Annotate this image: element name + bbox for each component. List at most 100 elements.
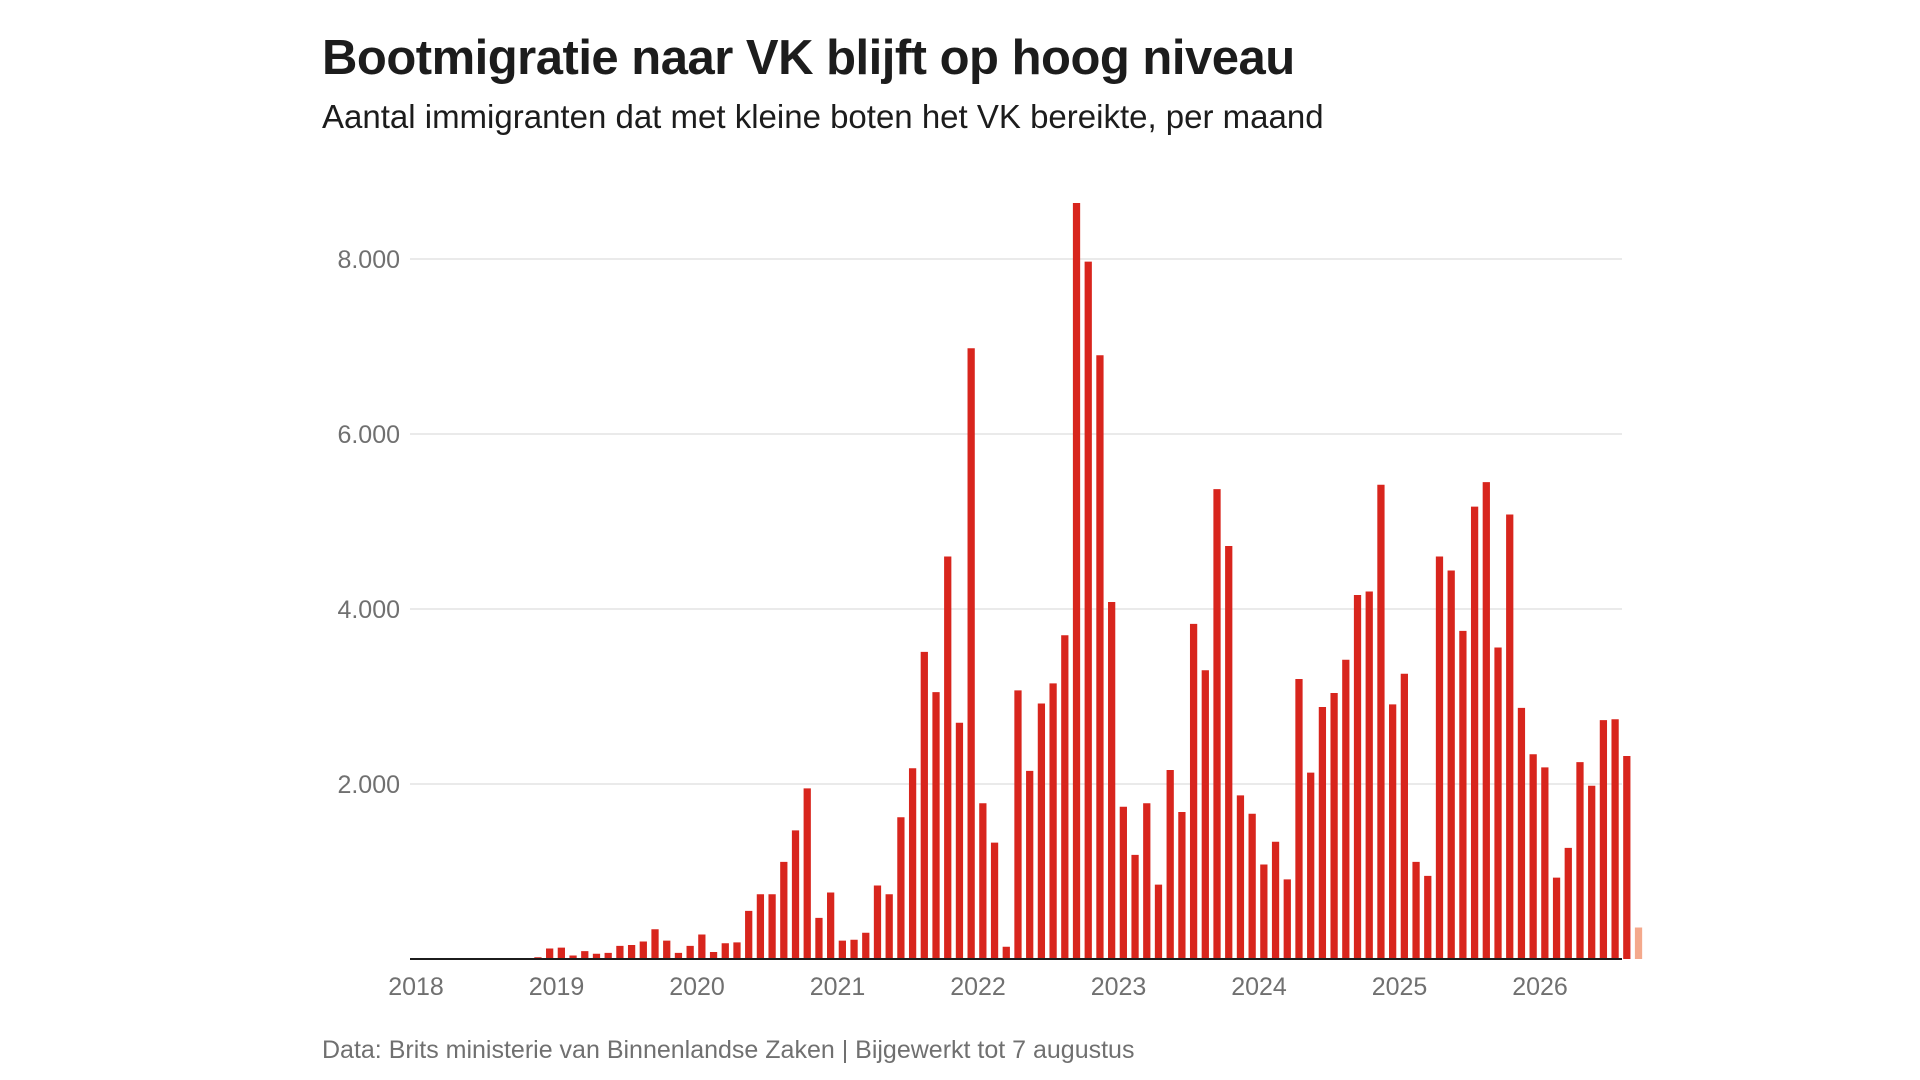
- bar: [627, 945, 636, 959]
- bar: [1295, 679, 1303, 959]
- chart-title: Bootmigratie naar VK blijft op hoog nive…: [322, 31, 1295, 85]
- bar: [1482, 482, 1490, 959]
- x-tick-label: 2022: [950, 973, 1006, 1001]
- bar: [1248, 813, 1256, 959]
- bar: [1026, 770, 1034, 960]
- bar: [604, 952, 612, 960]
- bar: [1108, 602, 1116, 959]
- bar: [979, 803, 987, 959]
- bar: [1377, 484, 1385, 959]
- bar: [1599, 720, 1608, 959]
- bar: [1072, 203, 1081, 959]
- bar: [990, 842, 999, 959]
- bar: [838, 940, 846, 960]
- bar: [651, 929, 659, 959]
- bar: [1470, 506, 1479, 959]
- bar: [1225, 546, 1233, 959]
- y-tick-label: 8.000: [337, 246, 400, 274]
- bar: [546, 948, 554, 959]
- bar: [1119, 806, 1127, 959]
- bar: [827, 892, 835, 959]
- bar: [885, 894, 893, 959]
- bar: [1037, 703, 1046, 959]
- bar: [733, 942, 741, 960]
- bar: [1271, 841, 1280, 959]
- bar: [955, 722, 964, 959]
- bar: [932, 692, 940, 960]
- bar: [1143, 803, 1151, 959]
- bar: [674, 952, 683, 960]
- bar: [1435, 556, 1444, 959]
- bar: [1189, 623, 1198, 960]
- bar: [569, 955, 577, 959]
- x-tick-label: 2023: [1091, 973, 1147, 1001]
- bar: [709, 952, 718, 959]
- bar: [1213, 489, 1221, 959]
- y-axis-labels: 2.000 4.000 6.000 8.000: [337, 246, 400, 799]
- bar: [1365, 591, 1373, 959]
- bar: [1506, 514, 1514, 959]
- bar: [721, 943, 729, 959]
- y-tick-label: 6.000: [337, 421, 400, 449]
- bar: [686, 945, 694, 960]
- y-tick-label: 4.000: [337, 596, 400, 624]
- x-tick-label: 2021: [810, 973, 866, 1001]
- bar: [1318, 707, 1327, 959]
- bar: [1049, 683, 1057, 960]
- bar: [897, 817, 905, 959]
- bar: [1330, 693, 1338, 959]
- bar: [1552, 877, 1561, 960]
- bar: [1424, 875, 1432, 960]
- bar-partial-month: [1634, 927, 1643, 959]
- source-note: Data: Brits ministerie van Binnenlandse …: [322, 1036, 1135, 1064]
- bar: [1400, 673, 1408, 959]
- x-axis-labels: 2018 2019 2020 2021 2022 2023 2024 2025 2026: [388, 973, 1568, 1001]
- bar: [1084, 261, 1092, 960]
- bar: [698, 934, 706, 959]
- bar: [1494, 647, 1502, 959]
- bar: [815, 917, 823, 960]
- x-tick-label: 2026: [1512, 973, 1568, 1001]
- bar: [1353, 595, 1362, 959]
- bar: [920, 651, 928, 960]
- bar: [1412, 861, 1420, 960]
- bar: [1529, 754, 1537, 959]
- bar: [862, 932, 870, 959]
- bar: [756, 894, 765, 959]
- y-tick-label: 2.000: [337, 771, 400, 799]
- bar: [1061, 635, 1069, 959]
- bar: [780, 861, 788, 960]
- bar: [1459, 630, 1467, 960]
- bar: [908, 768, 917, 959]
- bar: [1002, 946, 1010, 959]
- bar: [1260, 864, 1268, 959]
- bar: [557, 947, 565, 960]
- bar: [791, 830, 800, 960]
- bar: [1201, 670, 1209, 959]
- bar: [850, 939, 858, 959]
- bar: [1096, 355, 1104, 959]
- bar: [1166, 770, 1174, 959]
- bar: [1517, 707, 1526, 959]
- x-tick-label: 2025: [1372, 973, 1428, 1001]
- bar: [1447, 570, 1455, 959]
- bar: [768, 894, 776, 959]
- bar: [1541, 767, 1549, 960]
- bar: [592, 953, 601, 959]
- bar: [873, 885, 882, 959]
- bar: [745, 910, 753, 960]
- bar: [1588, 785, 1596, 959]
- bars: [534, 203, 1643, 960]
- bar: [803, 788, 811, 960]
- bar: [639, 941, 647, 959]
- x-tick-label: 2019: [529, 973, 585, 1001]
- bar: [1576, 762, 1584, 960]
- bar: [967, 348, 975, 959]
- x-tick-label: 2020: [669, 973, 725, 1001]
- bar: [1178, 812, 1186, 959]
- bar: [1131, 854, 1139, 960]
- bar: [581, 951, 589, 959]
- bar: [663, 940, 671, 960]
- bar: [1307, 772, 1315, 960]
